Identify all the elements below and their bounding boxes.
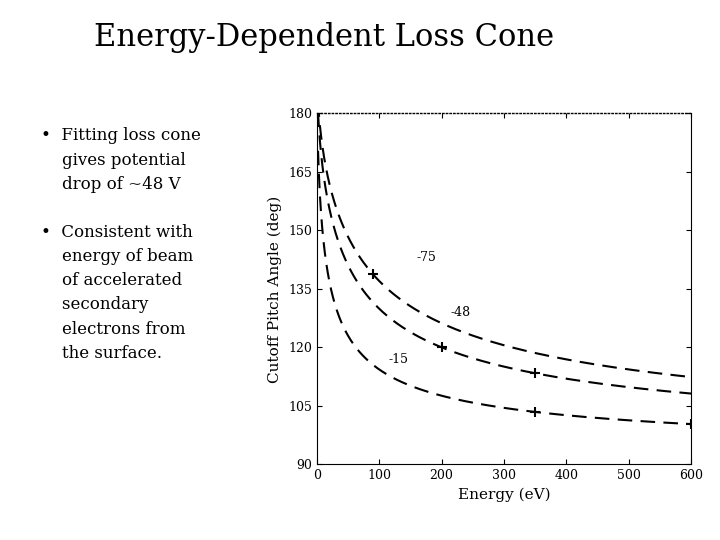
Text: -15: -15 [389,353,408,366]
Text: Energy-Dependent Loss Cone: Energy-Dependent Loss Cone [94,22,554,52]
Text: -75: -75 [417,251,436,264]
Text: -48: -48 [451,306,471,319]
Y-axis label: Cutoff Pitch Angle (deg): Cutoff Pitch Angle (deg) [268,195,282,382]
X-axis label: Energy (eV): Energy (eV) [458,488,550,502]
Text: •  Fitting loss cone
    gives potential
    drop of ~48 V

•  Consistent with
 : • Fitting loss cone gives potential drop… [41,127,201,362]
